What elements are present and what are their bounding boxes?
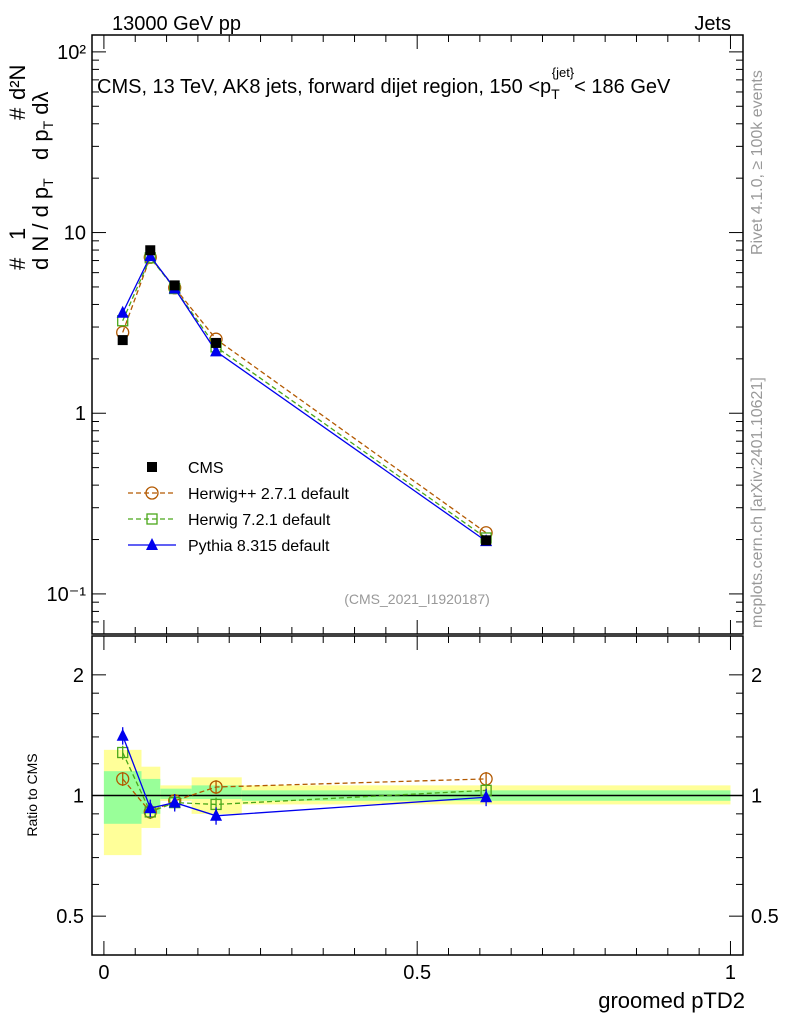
legend-label: Herwig 7.2.1 default (188, 512, 331, 529)
y-tick-label: 1 (75, 403, 86, 425)
svg-text:#: # (5, 107, 30, 120)
data-point (480, 790, 493, 803)
data-point (116, 305, 129, 318)
analysis-annotation: (CMS_2021_I1920187) (344, 591, 490, 607)
mcplots-label: mcplots.cern.ch [arXiv:2401.10621] (749, 377, 766, 628)
data-point (169, 280, 180, 291)
data-point (210, 344, 223, 357)
x-axis-label: groomed pTD2 (598, 988, 745, 1013)
band-inner (141, 778, 161, 814)
data-point (146, 538, 158, 550)
data-point (117, 335, 128, 346)
legend-label: CMS (188, 460, 224, 477)
x-tick-label: 0 (98, 962, 109, 984)
y-tick-label: 0.5 (56, 906, 84, 928)
data-point (144, 801, 157, 814)
data-point (211, 337, 222, 348)
band-inner (160, 788, 192, 800)
data-point (116, 772, 130, 786)
data-point (210, 808, 223, 821)
data-point (117, 746, 129, 759)
chart-title: CMS, 13 TeV, AK8 jets, forward dijet reg… (97, 65, 671, 102)
data-point (168, 795, 181, 808)
y-tick-label: 2 (73, 665, 84, 687)
y-tick-label: 10² (57, 42, 86, 64)
svg-text:1: 1 (5, 228, 30, 240)
data-point (147, 462, 157, 472)
y-axis-label: # 1 d N / d pT # d²N d pT dλ (5, 65, 56, 270)
y-tick-label-right: 0.5 (751, 906, 779, 928)
header-left: 13000 GeV pp (112, 13, 241, 35)
y-tick-label: 10⁻¹ (47, 584, 87, 606)
data-point (209, 780, 223, 794)
ratio-line (122, 778, 487, 813)
y-tick-label-right: 1 (751, 786, 762, 808)
svg-text:#: # (5, 257, 30, 270)
x-tick-label: 1 (725, 962, 736, 984)
svg-text:d pT dλ: d pT dλ (28, 91, 56, 160)
y-tick-label-right: 2 (751, 665, 762, 687)
ratio-y-label: Ratio to CMS (24, 753, 40, 836)
data-point (146, 513, 158, 525)
legend-label: Herwig++ 2.7.1 default (188, 486, 350, 503)
rivet-label: Rivet 4.1.0, ≥ 100k events (749, 70, 766, 255)
data-point (481, 535, 492, 546)
legend-label: Pythia 8.315 default (188, 538, 330, 555)
data-point (116, 728, 129, 741)
y-tick-label: 10 (64, 223, 86, 245)
svg-text:d²N: d²N (5, 65, 30, 100)
data-point (145, 245, 156, 256)
data-point (145, 486, 159, 500)
x-tick-label: 0.5 (403, 962, 431, 984)
y-tick-label: 1 (73, 786, 84, 808)
svg-text:d N / d pT: d N / d pT (28, 178, 56, 270)
header-right: Jets (694, 13, 731, 35)
